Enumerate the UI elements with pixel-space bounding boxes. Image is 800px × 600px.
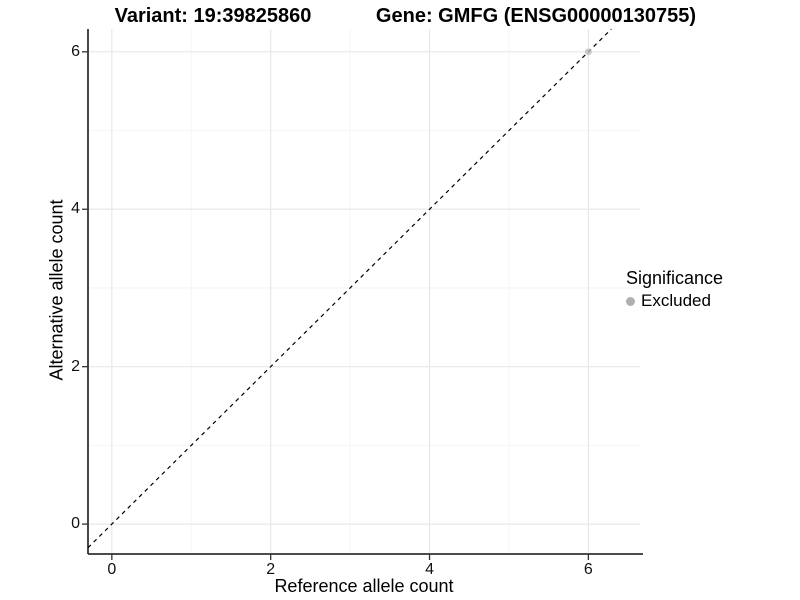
y-tick-label: 4 xyxy=(71,200,80,218)
variant-title: Variant: 19:39825860 xyxy=(114,5,312,27)
x-tick-label: 2 xyxy=(266,561,276,578)
x-tick-label: 6 xyxy=(583,561,593,578)
x-tick-label: 4 xyxy=(425,561,434,578)
legend-dot-icon xyxy=(626,296,635,306)
identity-line xyxy=(87,28,612,549)
legend-item: Excluded xyxy=(626,291,723,311)
y-tick-label: 2 xyxy=(71,357,80,375)
x-axis-label: Reference allele count xyxy=(274,576,454,596)
y-tick-label: 0 xyxy=(71,515,80,533)
legend: Significance Excluded xyxy=(626,268,723,311)
legend-item-label: Excluded xyxy=(641,291,711,310)
legend-title: Significance xyxy=(626,268,724,288)
data-point xyxy=(584,48,592,56)
x-tick-label: 0 xyxy=(107,561,117,578)
y-tick-label: 6 xyxy=(71,42,80,60)
gene-title: Gene: GMFG (ENSG00000130755) xyxy=(375,5,697,27)
y-axis-label: Alternative allele count xyxy=(46,199,67,381)
